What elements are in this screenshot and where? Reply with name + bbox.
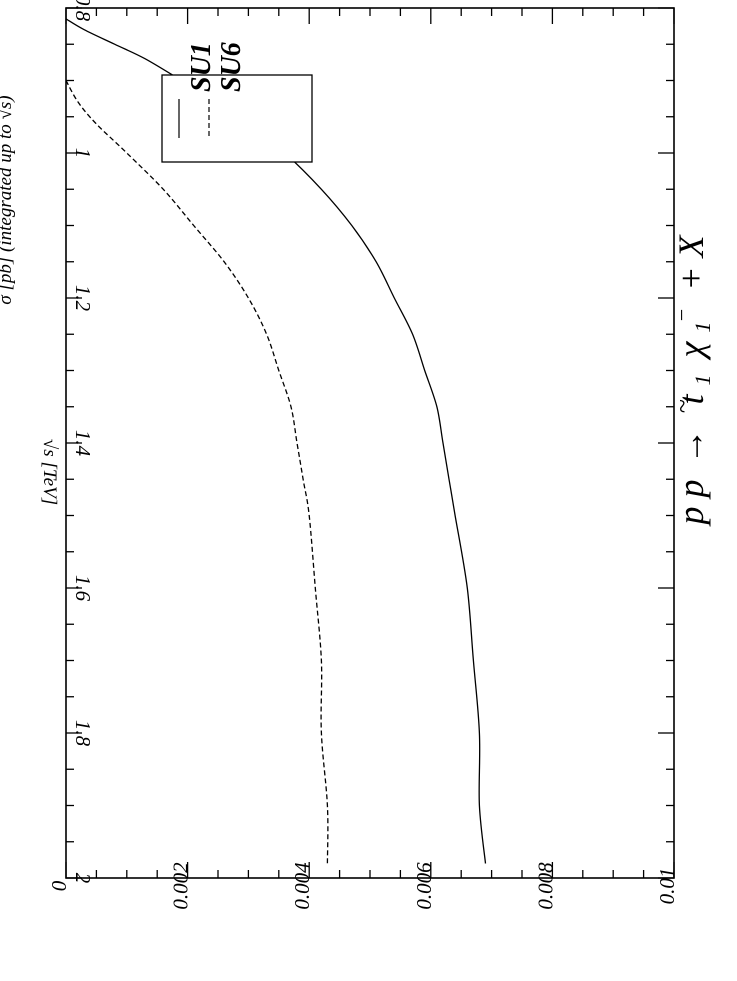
x-tick-labels: 0.8 1 1.2 1.4 1.6 1.8 2: [71, 0, 95, 884]
title-t: t: [671, 393, 711, 404]
x-tick-label: 1.2: [71, 285, 95, 312]
x-tick-label: 1.8: [71, 720, 95, 747]
x-tick-label: 2: [71, 873, 95, 884]
svg-text:p p → ~: p p → ~ t 1 χ 1 − + X: [657, 233, 718, 527]
x-axis-title: √s [TeV]: [39, 439, 60, 505]
y-tick-labels: 0 0.002 0.004 0.006 0.008 0.01: [47, 862, 679, 910]
title-chi-sub: 1: [690, 322, 715, 333]
y-tick-label: 0.004: [290, 862, 314, 910]
legend: SU1 SU6: [161, 42, 313, 163]
tick-marks: [65, 7, 675, 879]
y-tick-label: 0.008: [533, 862, 557, 910]
legend-label-su1: SU1: [186, 42, 217, 92]
title-arrow: →: [671, 429, 711, 465]
x-tick-label: 1.6: [71, 575, 95, 602]
title-pp: p p: [671, 480, 711, 528]
x-tick-label: 1.4: [71, 430, 95, 457]
series-line-su6: [65, 80, 329, 864]
title-rest: + X: [671, 233, 711, 290]
y-axis-title: σ [pb] (integrated up to √s): [0, 95, 16, 304]
title-chi: χ: [671, 340, 711, 360]
chart-title: p p → ~ t 1 χ 1 − + X: [657, 233, 718, 527]
y-tick-label: 0.01: [655, 868, 679, 905]
title-chi-sup: −: [669, 308, 694, 323]
y-tick-label: 0.002: [169, 862, 193, 910]
plot-frame: [65, 7, 675, 879]
y-tick-label: 0.006: [412, 862, 436, 910]
title-tilde: ~: [668, 399, 697, 413]
legend-label-su6: SU6: [216, 42, 247, 92]
title-t-sub: 1: [690, 374, 715, 385]
x-tick-label: 1: [71, 148, 95, 159]
x-tick-label: 0.8: [71, 0, 95, 22]
y-tick-label: 0: [47, 880, 71, 891]
legend-box: [161, 74, 313, 163]
